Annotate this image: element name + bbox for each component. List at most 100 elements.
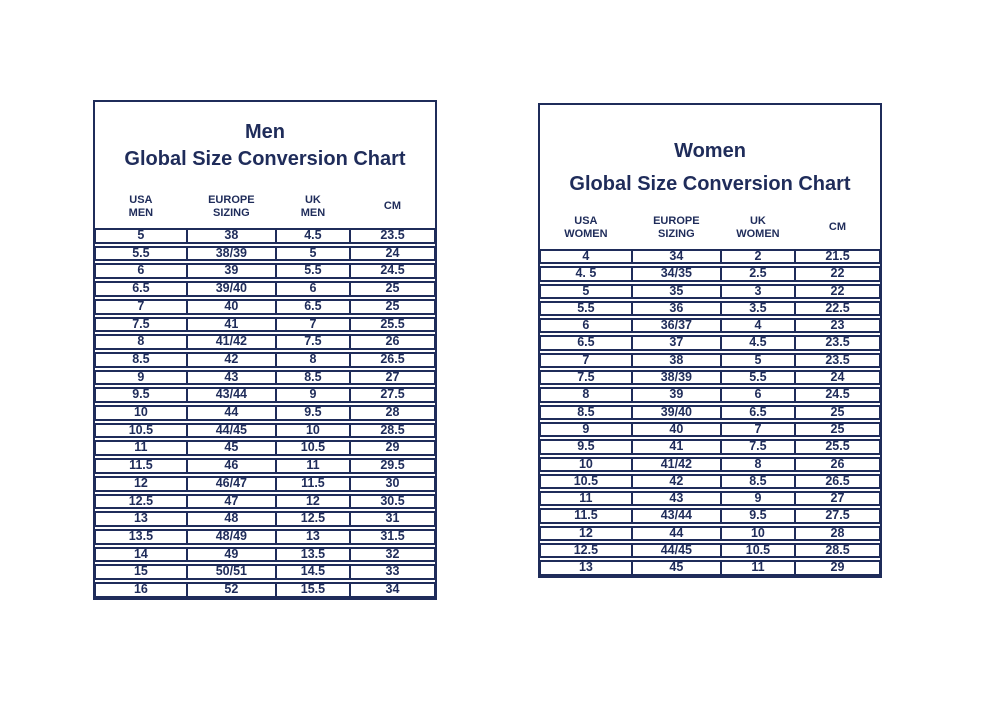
- table-cell: 7: [720, 421, 795, 438]
- table-cell: 38/39: [631, 370, 721, 386]
- table-cell: 29: [794, 560, 880, 576]
- table-cell: 8: [720, 456, 795, 472]
- women-chart-title: Women: [674, 140, 746, 162]
- table-cell: 23.5: [349, 228, 435, 244]
- column-header-line: SIZING: [213, 206, 250, 219]
- table-cell: 11: [540, 491, 632, 507]
- table-cell: 22: [794, 266, 880, 282]
- table-row: 11 43 9 27: [540, 491, 880, 507]
- column-header-line: UK: [304, 194, 321, 206]
- column-header-line: USA: [574, 215, 598, 227]
- table-row: 8 41/42 7.5 26: [95, 334, 435, 350]
- table-cell: 2: [720, 249, 795, 265]
- women-size-conversion-chart: Women Global Size Conversion Chart USA WO…: [538, 103, 882, 578]
- table-cell: 12: [95, 475, 187, 492]
- table-cell: 12.5: [540, 543, 632, 559]
- table-cell: 6.5: [275, 298, 350, 315]
- column-header-line: WOMEN: [564, 227, 608, 240]
- table-cell: 22.5: [794, 300, 880, 317]
- table-cell: 41/42: [631, 456, 721, 472]
- table-cell: 11.5: [540, 508, 632, 524]
- table-cell: 10: [275, 422, 350, 439]
- table-row: 4. 5 34/35 2.5 22: [540, 266, 880, 282]
- table-cell: 7: [540, 352, 632, 369]
- table-cell: 13: [95, 511, 187, 527]
- table-row: 7 38 5 23.5: [540, 352, 880, 369]
- table-cell: 9: [95, 369, 187, 386]
- women-chart-header: Women Global Size Conversion Chart USA WO…: [540, 105, 880, 247]
- table-cell: 4: [540, 249, 632, 265]
- column-header-line: MEN: [128, 206, 154, 219]
- column-header: EUROPE SIZING: [632, 215, 721, 240]
- table-cell: 24: [349, 245, 435, 262]
- column-header: UK MEN: [276, 194, 350, 219]
- table-cell: 25: [349, 298, 435, 315]
- table-cell: 10: [95, 405, 187, 421]
- table-cell: 12.5: [95, 493, 187, 510]
- table-cell: 48: [186, 511, 276, 527]
- table-cell: 9.5: [95, 387, 187, 404]
- table-cell: 4: [720, 318, 795, 334]
- column-header: CM: [795, 221, 880, 234]
- table-row: 12 44 10 28: [540, 525, 880, 542]
- table-cell: 24: [794, 370, 880, 386]
- table-cell: 12: [540, 525, 632, 542]
- table-cell: 45: [186, 440, 276, 457]
- table-cell: 26: [349, 334, 435, 350]
- table-cell: 7: [275, 316, 350, 333]
- table-cell: 23.5: [794, 335, 880, 351]
- table-row: 6 36/37 4 23: [540, 318, 880, 334]
- table-cell: 25: [794, 404, 880, 420]
- table-cell: 9.5: [275, 405, 350, 421]
- table-row: 10 41/42 8 26: [540, 456, 880, 472]
- table-cell: 7.5: [95, 316, 187, 333]
- table-cell: 16: [95, 582, 187, 598]
- table-cell: 5.5: [720, 370, 795, 386]
- table-cell: 42: [186, 351, 276, 368]
- table-cell: 52: [186, 582, 276, 598]
- table-row: 8.5 39/40 6.5 25: [540, 404, 880, 420]
- table-cell: 44/45: [186, 422, 276, 439]
- table-cell: 27.5: [794, 508, 880, 524]
- women-column-headers: USA WOMEN EUROPE SIZING UK WOMEN CM: [540, 215, 880, 240]
- table-row: 7.5 41 7 25.5: [95, 316, 435, 333]
- table-cell: 25.5: [349, 316, 435, 333]
- table-cell: 37: [631, 335, 721, 351]
- table-row: 12.5 44/45 10.5 28.5: [540, 543, 880, 559]
- table-cell: 11.5: [95, 458, 187, 474]
- table-row: 5.5 38/39 5 24: [95, 245, 435, 262]
- table-cell: 5: [95, 228, 187, 244]
- table-cell: 50/51: [186, 564, 276, 581]
- table-cell: 39/40: [631, 404, 721, 420]
- table-cell: 44: [186, 405, 276, 421]
- table-cell: 28: [794, 525, 880, 542]
- table-cell: 46/47: [186, 475, 276, 492]
- table-row: 4 34 2 21.5: [540, 249, 880, 265]
- table-row: 5 35 3 22: [540, 283, 880, 299]
- table-row: 6.5 39/40 6 25: [95, 281, 435, 297]
- table-cell: 36: [631, 300, 721, 317]
- table-cell: 27.5: [349, 387, 435, 404]
- table-row: 10 44 9.5 28: [95, 405, 435, 421]
- column-header-line: EUROPE: [653, 215, 700, 227]
- table-cell: 7.5: [720, 439, 795, 455]
- table-cell: 25.5: [794, 439, 880, 455]
- table-cell: 3: [720, 283, 795, 299]
- table-cell: 6.5: [95, 281, 187, 297]
- men-chart-title: Men: [245, 121, 285, 143]
- men-size-table: 5 38 4.5 23.5 5.5 38/39 5 24 6 39 5.5 24.5 6.5 39/40 6…: [95, 226, 435, 600]
- table-cell: 10.5: [275, 440, 350, 457]
- table-cell: 46: [186, 458, 276, 474]
- column-header: CM: [350, 200, 435, 213]
- women-size-table: 4 34 2 21.5 4. 5 34/35 2.5 22 5 35 3 22 5.5 36 3.5 22.5…: [540, 247, 880, 578]
- men-column-headers: USA MEN EUROPE SIZING UK MEN CM: [95, 194, 435, 219]
- table-cell: 48/49: [186, 528, 276, 545]
- table-row: 7 40 6.5 25: [95, 298, 435, 315]
- table-row: 11.5 43/44 9.5 27.5: [540, 508, 880, 524]
- column-header: UK WOMEN: [721, 215, 795, 240]
- table-cell: 11: [95, 440, 187, 457]
- table-cell: 7: [95, 298, 187, 315]
- table-cell: 5: [275, 245, 350, 262]
- table-cell: 44/45: [631, 543, 721, 559]
